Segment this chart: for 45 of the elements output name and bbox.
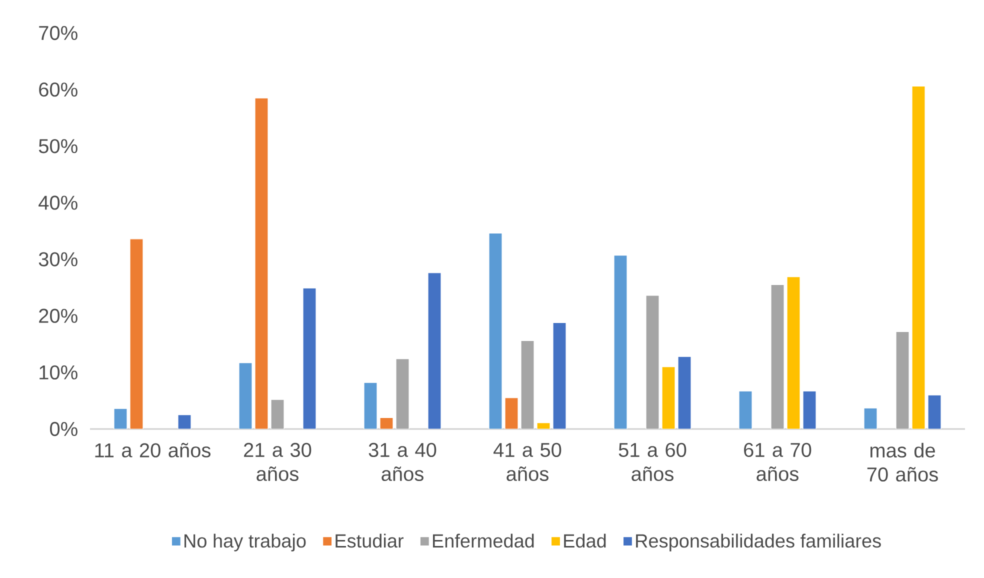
bar: [238, 362, 252, 429]
bar: [364, 382, 378, 429]
legend-label: Estudiar: [336, 534, 404, 548]
bar: [786, 276, 800, 429]
bar: [662, 366, 676, 429]
x-tick-label: 41 a 50 años: [493, 442, 562, 482]
bar: [646, 295, 660, 429]
bar: [896, 331, 910, 429]
y-tick-label: 10%: [40, 365, 78, 380]
legend-label: Enfermedad: [432, 534, 534, 548]
bar: [614, 255, 628, 429]
y-tick-label: 70%: [39, 26, 78, 40]
bar: [380, 417, 394, 429]
bar: [770, 284, 784, 429]
x-tick-label: 11 a 20 años: [95, 442, 210, 458]
bar: [928, 394, 942, 429]
legend-label: Responsabilidades familiares: [636, 534, 881, 552]
bar: [520, 340, 534, 429]
bar: [428, 272, 442, 429]
bar: [270, 399, 284, 429]
bar: [488, 232, 502, 429]
legend-label: Edad: [564, 534, 606, 548]
bar: [552, 322, 566, 429]
y-tick-label: 0%: [50, 422, 78, 436]
x-tick-label: 51 a 60 años: [618, 442, 686, 482]
bar: [738, 390, 752, 429]
x-tick-label: mas de 70 años: [867, 442, 938, 482]
bar: [302, 288, 316, 429]
y-tick-label: 60%: [39, 82, 78, 97]
bar: [130, 238, 144, 429]
bar: [802, 390, 816, 429]
x-tick-label: 21 a 30 años: [244, 442, 312, 482]
bar: [912, 86, 926, 429]
x-tick-label: 61 a 70 años: [744, 442, 812, 482]
legend-label: No hay trabajo: [184, 534, 306, 552]
y-tick-label: 30%: [38, 252, 78, 266]
bar: [178, 414, 192, 429]
y-tick-label: 40%: [38, 196, 78, 210]
y-tick-label: 50%: [38, 139, 78, 154]
x-tick-label: 31 a 40 años: [368, 442, 436, 482]
y-tick-label: 20%: [39, 308, 78, 323]
bar: [678, 356, 692, 429]
bar: [396, 358, 410, 429]
bar: [504, 398, 518, 429]
bar: [254, 98, 268, 429]
